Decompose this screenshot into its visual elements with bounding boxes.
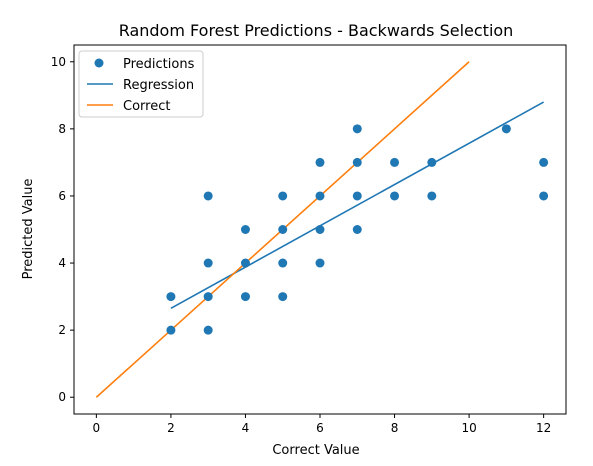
prediction-point	[390, 191, 400, 201]
y-axis: 0 2 4 6 8 10	[51, 55, 74, 404]
prediction-point	[166, 292, 176, 302]
scatter-points	[166, 124, 549, 335]
y-axis-label: Predicted Value	[21, 179, 36, 280]
prediction-point	[278, 258, 288, 268]
prediction-point	[240, 292, 250, 302]
prediction-point	[240, 258, 250, 268]
prediction-point	[352, 157, 362, 167]
y-tick-label: 6	[58, 189, 66, 203]
x-tick-label: 10	[461, 421, 476, 435]
chart-title: Random Forest Predictions - Backwards Se…	[119, 21, 514, 40]
prediction-point	[427, 191, 437, 201]
x-tick-label: 2	[167, 421, 175, 435]
prediction-point	[539, 191, 549, 201]
prediction-point	[315, 258, 325, 268]
prediction-point	[315, 157, 325, 167]
legend-box	[78, 50, 204, 118]
prediction-point	[203, 258, 213, 268]
x-tick-label: 4	[242, 421, 250, 435]
prediction-point	[166, 325, 176, 335]
x-tick-label: 0	[93, 421, 101, 435]
legend-marker-predictions	[94, 58, 104, 68]
prediction-point	[240, 225, 250, 234]
y-tick-label: 0	[58, 390, 66, 404]
prediction-point	[203, 292, 213, 302]
y-tick-label: 8	[58, 122, 66, 136]
prediction-point	[427, 157, 437, 167]
prediction-point	[203, 325, 213, 335]
prediction-point	[390, 157, 400, 167]
prediction-point	[203, 191, 213, 201]
y-tick-label: 10	[51, 55, 66, 69]
prediction-point	[352, 225, 362, 234]
legend-label: Correct	[123, 99, 170, 114]
prediction-point	[352, 191, 362, 201]
y-tick-label: 4	[58, 256, 66, 270]
x-tick-label: 6	[316, 421, 324, 435]
x-tick-label: 8	[391, 421, 399, 435]
legend-label: Predictions	[123, 57, 195, 72]
y-tick-label: 2	[58, 323, 66, 337]
x-tick-label: 12	[536, 421, 551, 435]
prediction-point	[278, 225, 288, 234]
prediction-point	[278, 292, 288, 302]
prediction-point	[501, 124, 511, 134]
prediction-point	[278, 191, 288, 201]
legend: Predictions Regression Correct	[78, 50, 204, 118]
prediction-point	[352, 124, 362, 134]
prediction-point	[315, 225, 325, 234]
x-axis: 0 2 4 6 8 10 12	[93, 414, 551, 435]
legend-label: Regression	[123, 78, 194, 93]
x-axis-label: Correct Value	[272, 443, 359, 458]
prediction-point	[315, 191, 325, 201]
prediction-point	[539, 157, 549, 167]
